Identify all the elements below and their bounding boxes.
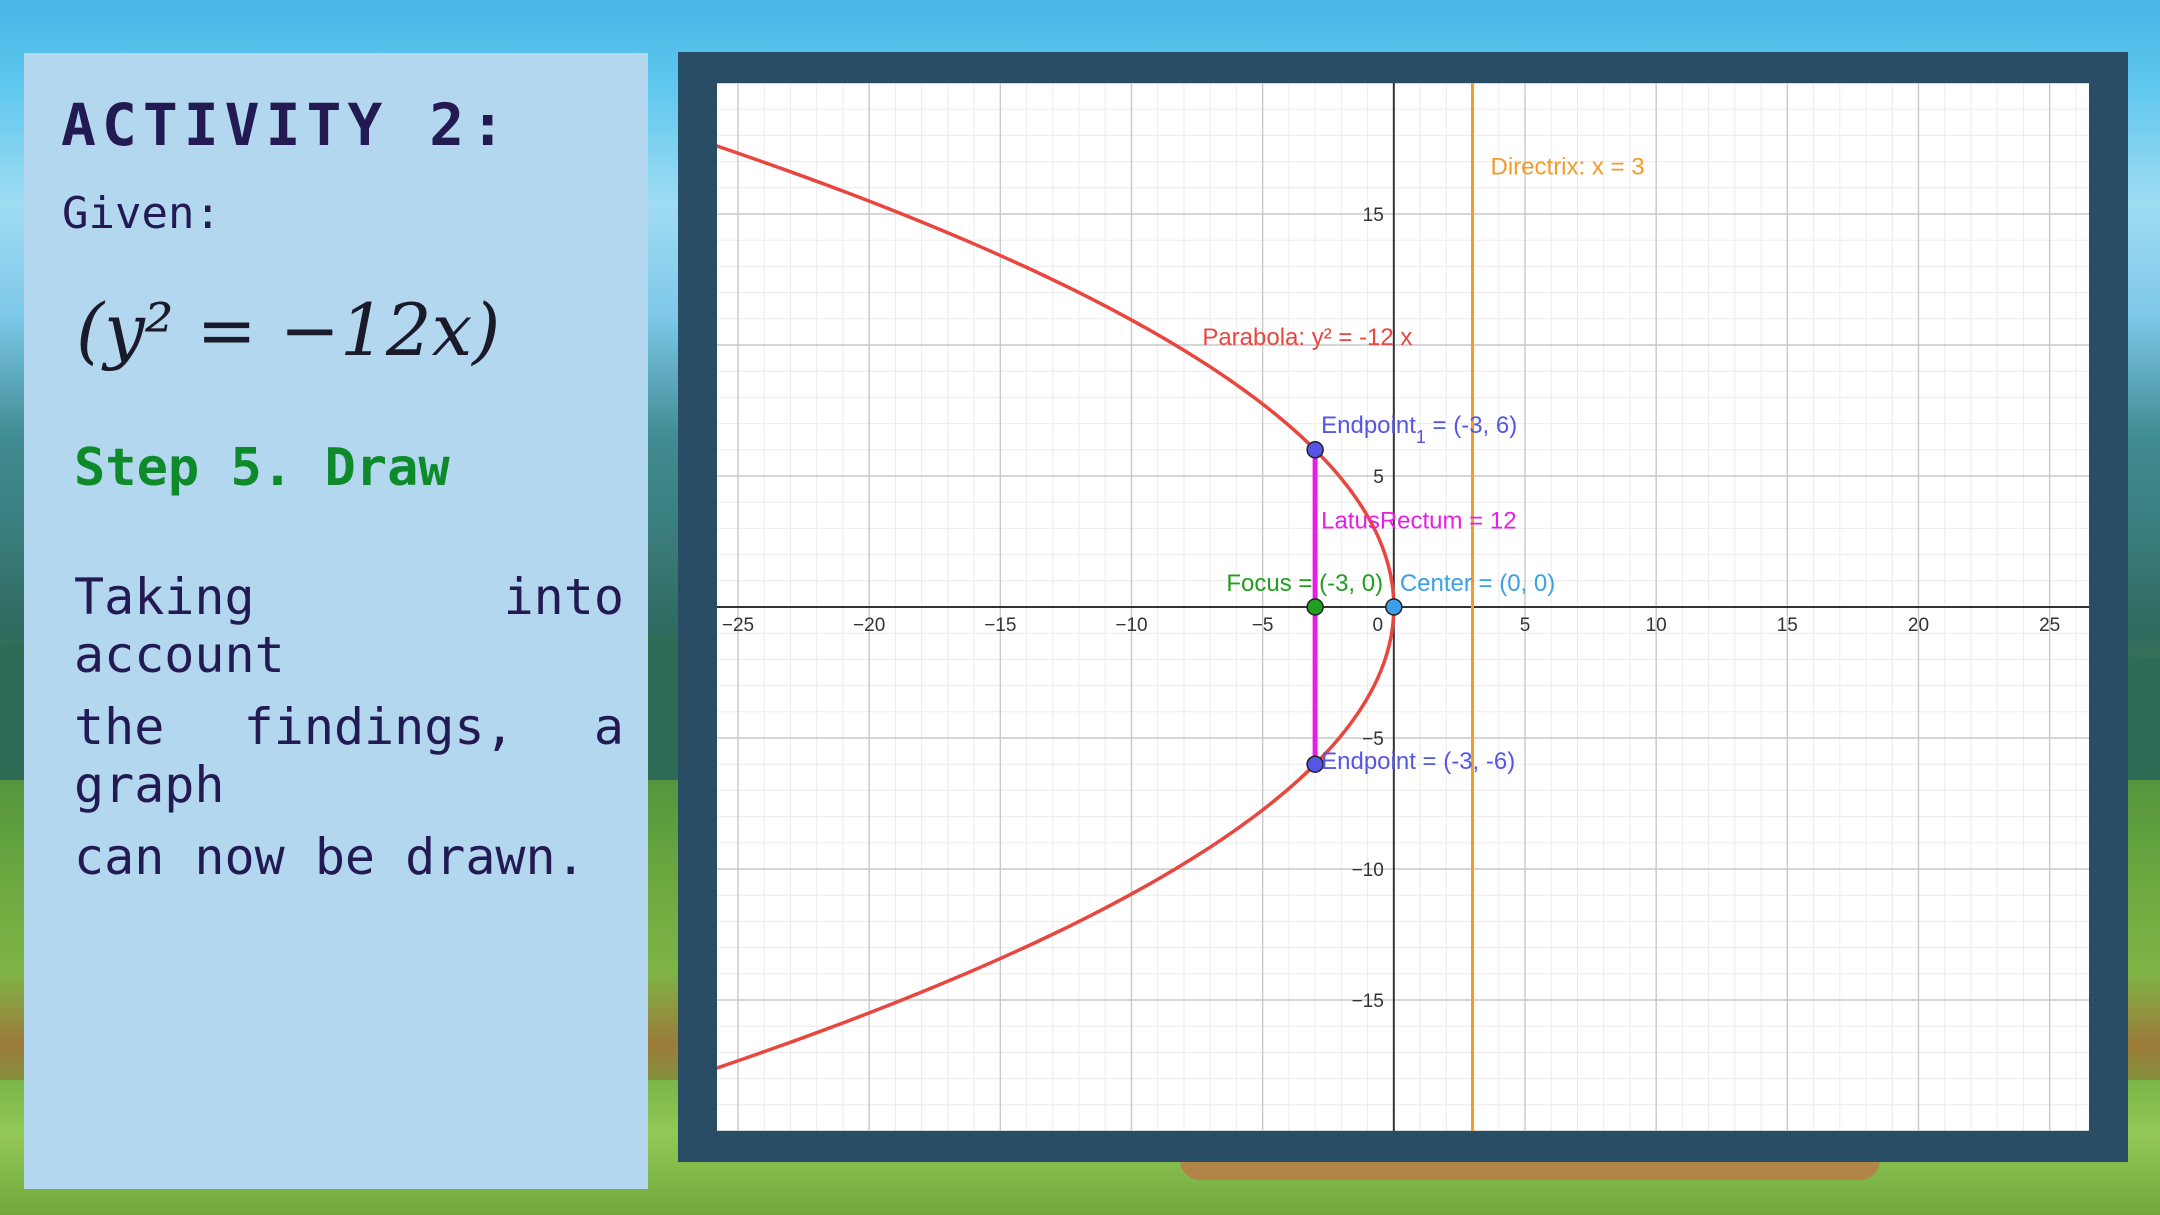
annotation-layer: Directrix: x = 3 Parabola: y² = -12 x Latu… [1202, 154, 1644, 776]
latus-rectum-label: LatusRectum = 12 [1321, 507, 1516, 534]
x-tick-label: −10 [1115, 615, 1147, 636]
x-tick-label: 10 [1646, 615, 1667, 636]
activity-panel: ACTIVITY 2: Given: (y² = −12x) Step 5. D… [24, 53, 648, 1189]
x-tick-label: 20 [1908, 615, 1929, 636]
endpoint1-label-value: = (-3, 6) [1426, 412, 1517, 439]
focus-label: Focus = (-3, 0) [1226, 570, 1383, 597]
endpoint-point [1306, 755, 1324, 773]
y-tick-label: −15 [1352, 991, 1384, 1012]
directrix-label: Directrix: x = 3 [1491, 154, 1645, 181]
x-tick-label: −25 [722, 615, 754, 636]
x-tick-label: 0 [1373, 615, 1384, 636]
endpoint1-label-name: Endpoint [1321, 412, 1416, 439]
endpoint1-label: Endpoint1 = (-3, 6) [1321, 412, 1517, 447]
points-layer [1306, 441, 1403, 773]
x-tick-label: −20 [853, 615, 885, 636]
x-tick-label: −15 [984, 615, 1016, 636]
endpoint1-label-subscript: 1 [1416, 427, 1426, 447]
x-tick-label: 15 [1777, 615, 1798, 636]
x-tick-label: −5 [1252, 615, 1274, 636]
x-tick-label: 5 [1520, 615, 1531, 636]
given-equation: (y² = −12x) [76, 288, 501, 372]
center-point [1385, 598, 1403, 616]
given-label: Given: [62, 188, 221, 239]
parabola-label: Parabola: y² = -12 x [1202, 324, 1412, 351]
y-tick-label: 5 [1373, 467, 1384, 488]
parabola-graph: −25 −20 −15 −10 −5 0 5 10 15 20 25 −15 −10 −5 5 15 Dire… [717, 83, 2089, 1131]
y-tick-label: −10 [1352, 860, 1384, 881]
endpoint1-point [1306, 441, 1324, 459]
endpoint2-label: Endpoint = (-3, -6) [1321, 748, 1515, 775]
step-label: Step 5. Draw [74, 438, 450, 498]
description-line: Taking into account [74, 568, 624, 684]
description-line: can now be drawn. [74, 828, 586, 886]
focus-point [1306, 598, 1324, 616]
x-tick-label: 25 [2039, 615, 2060, 636]
y-tick-label: 15 [1363, 205, 1384, 226]
tick-labels: −25 −20 −15 −10 −5 0 5 10 15 20 25 −15 −10 −5 5 15 [722, 205, 2060, 1012]
center-label: Center = (0, 0) [1400, 570, 1555, 597]
y-tick-label: −5 [1362, 729, 1384, 750]
activity-title: ACTIVITY 2: [61, 91, 512, 159]
description-line: the findings, a graph [74, 698, 624, 814]
